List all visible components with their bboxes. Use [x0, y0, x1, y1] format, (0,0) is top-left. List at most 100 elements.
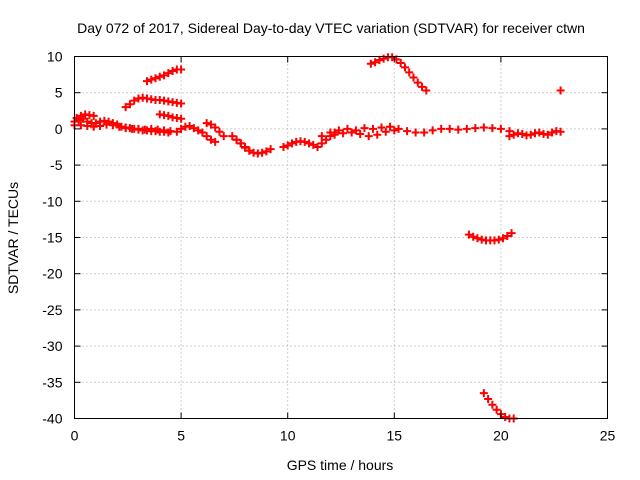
- data-point: [232, 135, 241, 144]
- data-point: [364, 132, 373, 141]
- data-point: [400, 63, 409, 72]
- data-point: [356, 129, 365, 138]
- data-point: [330, 130, 339, 139]
- data-point: [556, 127, 565, 136]
- x-tick-label: 15: [387, 428, 403, 444]
- y-tick-label: -25: [42, 302, 62, 318]
- data-point: [189, 124, 198, 133]
- data-point: [177, 124, 186, 133]
- y-tick-label: 0: [55, 121, 63, 137]
- data-point: [499, 234, 508, 243]
- series-main-band-b: [70, 120, 181, 136]
- data-point: [177, 65, 186, 74]
- plot-frame: [74, 56, 608, 419]
- data-point: [492, 405, 501, 414]
- data-point: [454, 125, 463, 134]
- data-point: [130, 96, 139, 105]
- series-arc-neg15: [464, 229, 516, 245]
- data-point: [411, 128, 420, 137]
- data-point: [351, 126, 360, 135]
- data-points: [70, 53, 565, 423]
- data-point: [185, 122, 194, 131]
- data-point: [236, 139, 245, 148]
- data-point: [258, 148, 267, 157]
- data-point: [462, 124, 471, 133]
- data-point: [177, 99, 186, 108]
- data-point: [420, 128, 429, 137]
- series-upper-arc-2: [121, 93, 186, 112]
- data-point: [151, 74, 160, 83]
- data-point: [245, 146, 254, 155]
- data-point: [262, 147, 271, 156]
- grid-lines: [74, 56, 608, 419]
- data-point: [266, 145, 275, 154]
- data-point: [343, 124, 352, 133]
- data-point: [322, 135, 331, 144]
- data-point: [283, 141, 292, 150]
- data-point: [334, 126, 343, 135]
- data-point: [142, 77, 151, 86]
- series-segment-8-9: [232, 135, 275, 158]
- data-point: [202, 119, 211, 128]
- series-segment-10-12: [279, 137, 318, 151]
- data-point: [366, 59, 375, 68]
- y-tick-label: 5: [55, 85, 63, 101]
- y-tick-label: -40: [42, 411, 62, 427]
- series-upper-arc-3: [155, 110, 186, 123]
- y-axis-label: SDTVAR / TECUs: [5, 182, 21, 294]
- data-point: [526, 130, 535, 139]
- data-point: [484, 394, 493, 403]
- y-tick-label: -5: [50, 157, 63, 173]
- data-point: [375, 56, 384, 65]
- data-point: [168, 66, 177, 75]
- data-point: [121, 103, 130, 112]
- data-point: [501, 413, 510, 422]
- data-point: [503, 232, 512, 241]
- data-point: [388, 53, 397, 62]
- data-point: [464, 230, 473, 239]
- data-point: [368, 124, 377, 133]
- axis-ticks: [74, 56, 608, 419]
- data-point: [422, 86, 431, 95]
- data-point: [496, 124, 505, 133]
- series-isolated-point: [556, 86, 565, 95]
- data-point: [488, 124, 497, 133]
- data-point: [228, 132, 237, 141]
- data-point: [381, 127, 390, 136]
- series-arc-15: [366, 53, 431, 95]
- x-axis-label: GPS time / hours: [287, 457, 394, 473]
- data-point: [172, 127, 181, 136]
- data-point: [509, 130, 518, 139]
- data-point: [428, 126, 437, 135]
- series-long-band: [317, 122, 514, 141]
- x-tick-label: 25: [600, 428, 616, 444]
- data-point: [96, 122, 105, 131]
- data-point: [479, 123, 488, 132]
- data-point: [160, 71, 169, 80]
- data-point: [339, 129, 348, 138]
- data-point: [164, 111, 173, 120]
- data-point: [394, 124, 403, 133]
- data-point: [76, 111, 85, 120]
- data-point: [379, 54, 388, 63]
- y-tick-label: -15: [42, 230, 62, 246]
- data-point: [279, 143, 288, 151]
- data-point: [373, 130, 382, 139]
- data-point: [215, 127, 224, 136]
- data-point: [206, 135, 215, 144]
- data-point: [403, 127, 412, 136]
- data-point: [155, 72, 164, 81]
- x-tick-label: 0: [71, 428, 79, 444]
- data-point: [469, 232, 478, 241]
- data-point: [396, 59, 405, 68]
- series-early-spike: [72, 110, 98, 123]
- data-point: [360, 124, 369, 133]
- data-point: [108, 121, 117, 130]
- data-point: [125, 100, 134, 109]
- data-point: [556, 86, 565, 95]
- data-point: [488, 400, 497, 409]
- data-point: [313, 143, 322, 151]
- data-point: [494, 235, 503, 244]
- data-point: [405, 68, 414, 77]
